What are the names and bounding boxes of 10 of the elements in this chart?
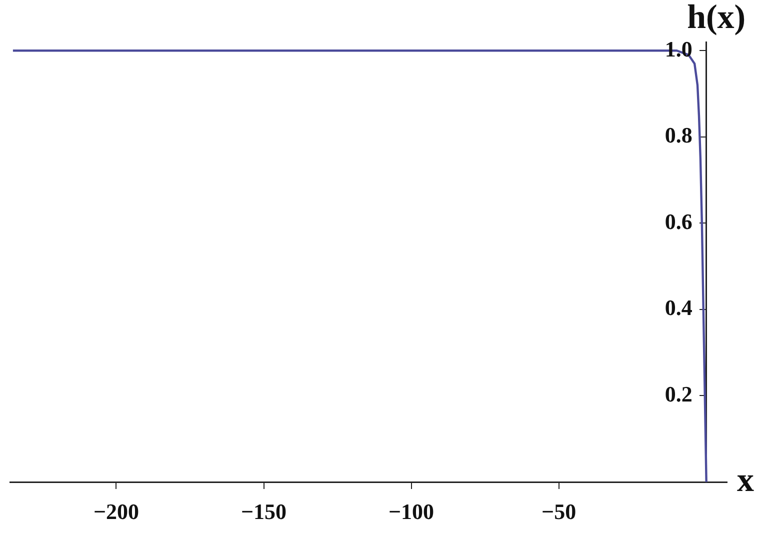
x-tick-label: −200 <box>93 498 139 524</box>
x-axis-title: x <box>737 462 754 499</box>
y-tick-label: 0.6 <box>664 208 692 234</box>
x-tick-label: −50 <box>542 498 576 524</box>
y-axis-title: h(x) <box>687 0 746 36</box>
y-tick-label: 0.8 <box>664 122 692 148</box>
x-tick-label: −150 <box>240 498 287 524</box>
y-tick-label: 0.2 <box>664 381 692 406</box>
x-tick-label: −100 <box>388 498 434 524</box>
y-tick-label: 0.4 <box>664 295 692 320</box>
